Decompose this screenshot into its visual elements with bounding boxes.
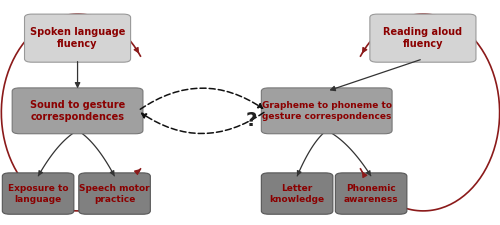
Text: Spoken language
fluency: Spoken language fluency <box>30 27 125 49</box>
FancyBboxPatch shape <box>24 14 130 62</box>
FancyBboxPatch shape <box>12 88 143 134</box>
Text: Speech motor
practice: Speech motor practice <box>79 184 150 204</box>
Text: Phonemic
awareness: Phonemic awareness <box>344 184 399 204</box>
Text: Letter
knowledge: Letter knowledge <box>270 184 324 204</box>
FancyBboxPatch shape <box>370 14 476 62</box>
FancyBboxPatch shape <box>79 173 150 214</box>
Text: Grapheme to phoneme to
gesture correspondences: Grapheme to phoneme to gesture correspon… <box>262 101 392 121</box>
FancyBboxPatch shape <box>262 88 392 134</box>
FancyBboxPatch shape <box>336 173 407 214</box>
FancyBboxPatch shape <box>262 173 333 214</box>
Text: Sound to gesture
correspondences: Sound to gesture correspondences <box>30 100 125 122</box>
Text: Exposure to
language: Exposure to language <box>8 184 68 204</box>
Text: Reading aloud
fluency: Reading aloud fluency <box>384 27 462 49</box>
FancyBboxPatch shape <box>2 173 74 214</box>
Text: ?: ? <box>246 111 257 130</box>
